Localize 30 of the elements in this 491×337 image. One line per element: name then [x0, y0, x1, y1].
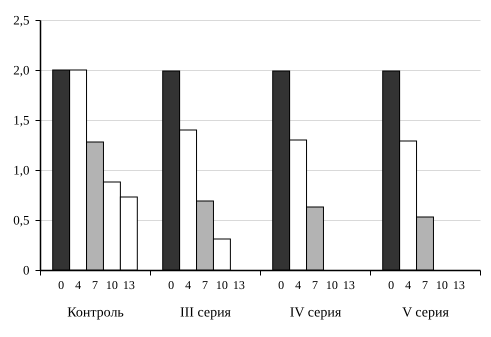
x-tick-label: IV серия — [290, 306, 342, 320]
text: 7 — [312, 278, 318, 292]
text: 0 — [168, 278, 174, 292]
text: 10 — [436, 278, 448, 292]
y-tick-label: 1,5 — [13, 112, 30, 128]
series-label: 4 — [75, 278, 82, 292]
y-tick-label: 2,5 — [13, 12, 30, 28]
x-tick-label: Контроль — [67, 306, 124, 320]
text: 10 — [216, 278, 228, 292]
y-tick-label: 0 — [23, 262, 30, 278]
text: 4 — [405, 278, 412, 292]
y-tick-label: 0,5 — [13, 212, 30, 228]
text: 13 — [232, 278, 245, 292]
text: 4 — [185, 278, 192, 292]
x-tick-label: V серия — [402, 306, 450, 320]
y-tick-label: 1,0 — [13, 162, 30, 178]
text: 0 — [278, 278, 284, 292]
y-tick-label: 2,0 — [13, 62, 30, 78]
series-label: 13 — [122, 278, 135, 292]
text: 7 — [422, 278, 428, 292]
series-label: 7 — [92, 278, 98, 292]
x-tick-label: III серия — [180, 306, 232, 320]
text: 13 — [342, 278, 355, 292]
series-label: 10 — [106, 278, 118, 292]
text: 10 — [326, 278, 338, 292]
text: 0 — [388, 278, 394, 292]
text: 7 — [202, 278, 208, 292]
series-label: 0 — [58, 278, 64, 292]
text: 4 — [295, 278, 302, 292]
text: 13 — [452, 278, 465, 292]
